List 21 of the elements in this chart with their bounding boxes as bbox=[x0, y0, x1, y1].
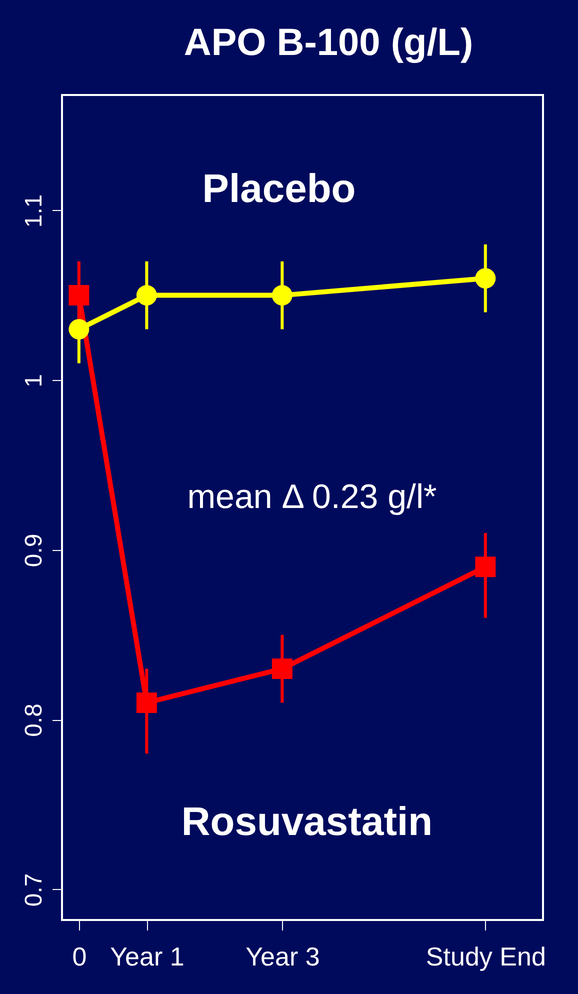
point bbox=[68, 285, 90, 306]
point bbox=[136, 285, 157, 306]
point bbox=[136, 692, 157, 713]
annotation: mean Δ 0.23 g/l* bbox=[187, 478, 437, 516]
point bbox=[68, 319, 90, 340]
x-tick-label: Year 1 bbox=[110, 942, 184, 972]
x-tick-label: Year 3 bbox=[246, 942, 320, 972]
y-tick-label: 0.7 bbox=[20, 873, 48, 907]
y-tick-label: 0.8 bbox=[20, 704, 48, 737]
point bbox=[272, 285, 292, 306]
y-tick-label: 0.9 bbox=[20, 534, 48, 568]
point bbox=[475, 556, 496, 578]
x-tick-label: Study End bbox=[426, 942, 546, 972]
x-tick-label: 0 bbox=[72, 942, 87, 972]
chart-title: APO B-100 (g/L) bbox=[184, 22, 474, 64]
y-tick-label: 1.1 bbox=[20, 194, 48, 228]
series-label: Placebo bbox=[202, 167, 356, 211]
y-tick-label: 1 bbox=[20, 374, 48, 388]
point bbox=[272, 658, 292, 680]
point bbox=[475, 268, 496, 289]
text: Rosuvastatin bbox=[181, 800, 433, 844]
